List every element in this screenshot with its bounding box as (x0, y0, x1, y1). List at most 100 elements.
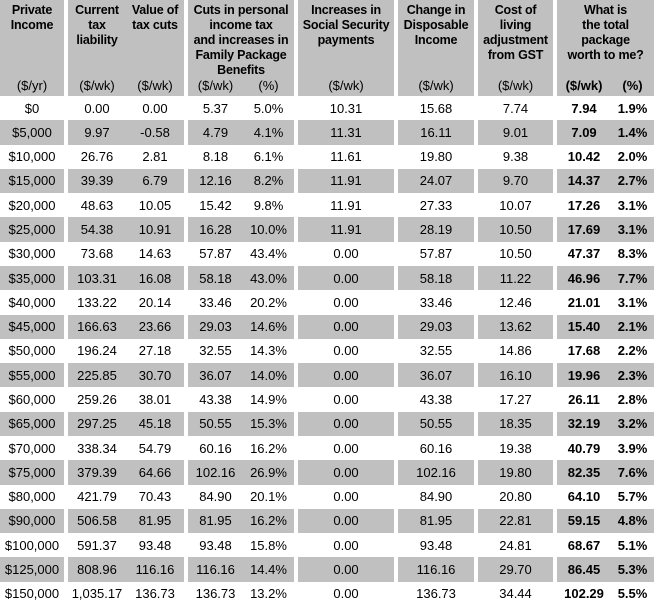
value-cell: 2.81 (126, 144, 184, 169)
table-row: $70,000 338.34 54.79 60.16 16.2% 0.00 60.16 19.… (0, 435, 654, 461)
private-income-cell: $15,000 (0, 168, 64, 194)
value-cell: 19.96 (553, 363, 612, 388)
value-cell: 0.00 (294, 387, 395, 412)
value-cell: 4.1% (243, 120, 295, 145)
value-cell: 421.79 (64, 484, 126, 509)
value-cell: 33.46 (394, 290, 475, 315)
value-cell: 10.31 (294, 96, 395, 121)
column-header: Private Income (0, 0, 64, 78)
value-cell: 11.91 (294, 193, 395, 218)
value-cell: 116.16 (184, 557, 243, 582)
value-cell: 7.94 (553, 96, 612, 121)
private-income-cell: $25,000 (0, 217, 64, 242)
value-cell: 17.68 (553, 338, 612, 364)
value-cell: 11.22 (474, 265, 554, 291)
value-cell: 2.3% (611, 363, 654, 388)
value-cell: 338.34 (64, 435, 126, 461)
value-cell: 11.91 (294, 168, 395, 194)
column-unit-label: ($/wk) (474, 78, 554, 96)
value-cell: 54.79 (126, 435, 184, 461)
value-cell: 29.70 (474, 557, 554, 582)
value-cell: 8.3% (611, 241, 654, 266)
private-income-cell: $55,000 (0, 363, 64, 388)
value-cell: 32.55 (394, 338, 475, 364)
value-cell: 4.8% (611, 508, 654, 534)
value-cell: 9.01 (474, 120, 554, 145)
value-cell: 259.26 (64, 387, 126, 412)
value-cell: 32.55 (184, 338, 243, 364)
private-income-cell: $70,000 (0, 435, 64, 461)
table-row: $45,000 166.63 23.66 29.03 14.6% 0.00 29.03 13.… (0, 314, 654, 339)
value-cell: 60.16 (394, 435, 475, 461)
private-income-cell: $20,000 (0, 193, 64, 218)
value-cell: 0.00 (294, 265, 395, 291)
value-cell: 5.37 (184, 96, 243, 121)
value-cell: 15.42 (184, 193, 243, 218)
column-header: Current tax liability (64, 0, 126, 78)
value-cell: 18.35 (474, 411, 554, 436)
value-cell: 24.07 (394, 168, 475, 194)
value-cell: 9.8% (243, 193, 295, 218)
value-cell: 64.10 (553, 484, 612, 509)
column-unit-label: (%) (611, 78, 654, 96)
value-cell: 20.1% (243, 484, 295, 509)
table-row: $15,000 39.39 6.79 12.16 8.2% 11.91 24.07 9.70 1… (0, 168, 654, 194)
column-header: What is the total package worth to me? (553, 0, 654, 78)
column-header: Cuts in personal income tax and increases … (184, 0, 295, 78)
value-cell: 20.80 (474, 484, 554, 509)
value-cell: 136.73 (126, 581, 184, 605)
value-cell: 16.11 (394, 120, 475, 145)
value-cell: 2.7% (611, 168, 654, 194)
value-cell: 17.26 (553, 193, 612, 218)
private-income-cell: $100,000 (0, 533, 64, 558)
value-cell: 45.18 (126, 411, 184, 436)
value-cell: 102.16 (394, 460, 475, 485)
value-cell: 15.3% (243, 411, 295, 436)
value-cell: 13.2% (243, 581, 295, 605)
column-unit-label: ($/wk) (184, 78, 243, 96)
value-cell: 58.18 (394, 265, 475, 291)
column-unit-label: ($/wk) (394, 78, 475, 96)
value-cell: 33.46 (184, 290, 243, 315)
column-header: Cost of living adjustment from GST (474, 0, 554, 78)
table-row: $90,000 506.58 81.95 81.95 16.2% 0.00 81.95 22.… (0, 508, 654, 534)
value-cell: 26.11 (553, 387, 612, 412)
value-cell: 11.31 (294, 120, 395, 145)
value-cell: 10.91 (126, 217, 184, 242)
value-cell: 0.00 (294, 460, 395, 485)
value-cell: 43.4% (243, 241, 295, 266)
value-cell: 1.9% (611, 96, 654, 121)
value-cell: 93.48 (184, 533, 243, 558)
value-cell: 47.37 (553, 241, 612, 266)
value-cell: 36.07 (184, 363, 243, 388)
value-cell: 14.9% (243, 387, 295, 412)
value-cell: 12.46 (474, 290, 554, 315)
value-cell: 7.74 (474, 96, 554, 121)
value-cell: 12.16 (184, 168, 243, 194)
value-cell: 28.19 (394, 217, 475, 242)
private-income-cell: $60,000 (0, 387, 64, 412)
table-row: $20,000 48.63 10.05 15.42 9.8% 11.91 27.33 10.0… (0, 193, 654, 218)
value-cell: 3.1% (611, 217, 654, 242)
value-cell: 26.9% (243, 460, 295, 485)
value-cell: 0.00 (294, 411, 395, 436)
value-cell: 29.03 (394, 314, 475, 339)
value-cell: 93.48 (394, 533, 475, 558)
table-row: $25,000 54.38 10.91 16.28 10.0% 11.91 28.19 10.… (0, 217, 654, 242)
value-cell: 0.00 (64, 96, 126, 121)
value-cell: 20.14 (126, 290, 184, 315)
value-cell: 591.37 (64, 533, 126, 558)
table-row: $80,000 421.79 70.43 84.90 20.1% 0.00 84.90 20.… (0, 484, 654, 509)
value-cell: 81.95 (184, 508, 243, 534)
value-cell: 54.38 (64, 217, 126, 242)
private-income-cell: $65,000 (0, 411, 64, 436)
value-cell: 7.7% (611, 265, 654, 291)
value-cell: 5.7% (611, 484, 654, 509)
value-cell: 14.3% (243, 338, 295, 364)
private-income-cell: $10,000 (0, 144, 64, 169)
value-cell: 0.00 (126, 96, 184, 121)
value-cell: 133.22 (64, 290, 126, 315)
value-cell: 46.96 (553, 265, 612, 291)
value-cell: 13.62 (474, 314, 554, 339)
